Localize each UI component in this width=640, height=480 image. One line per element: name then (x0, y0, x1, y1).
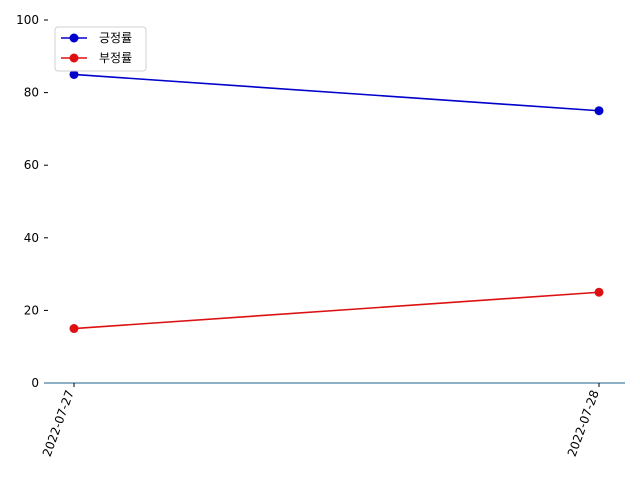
y-tick-label: 40 (24, 231, 39, 245)
y-axis: 0 20 40 60 80 100 (16, 13, 48, 390)
data-point (69, 69, 79, 79)
legend-label: 긍정률 (99, 31, 132, 45)
legend-marker (69, 53, 79, 63)
x-tick-label: 2022-07-28 (565, 388, 602, 458)
y-tick-label: 20 (24, 303, 39, 317)
y-tick-label: 80 (24, 86, 39, 100)
x-axis: 2022-07-27 2022-07-28 (40, 382, 625, 459)
legend-label: 부정률 (99, 51, 132, 65)
series-line-2 (73, 291, 600, 330)
y-tick-label: 100 (16, 13, 39, 27)
data-point (594, 106, 604, 116)
x-tick-label: 2022-07-27 (40, 388, 77, 458)
data-point (594, 287, 604, 297)
data-point (69, 324, 79, 334)
series-layer (69, 69, 604, 334)
legend-marker (69, 33, 79, 43)
y-tick-label: 0 (31, 376, 39, 390)
y-tick-label: 60 (24, 158, 39, 172)
series-line-1 (73, 73, 600, 112)
